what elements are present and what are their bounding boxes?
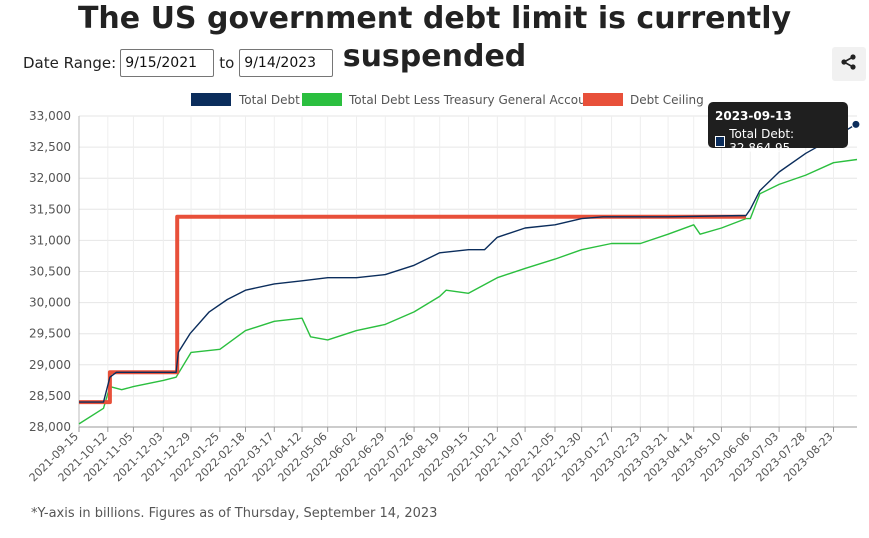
date-range-controls: Date Range: to bbox=[23, 48, 334, 78]
series-line-ceiling bbox=[79, 214, 746, 405]
legend-label-total_debt: Total Debt bbox=[238, 93, 300, 107]
share-button[interactable] bbox=[832, 47, 866, 81]
end-date-input[interactable] bbox=[239, 49, 334, 77]
series-line-less_tga bbox=[78, 158, 858, 425]
y-tick-label: 32,000 bbox=[29, 171, 71, 185]
page-title: The US government debt limit is currentl… bbox=[77, 1, 792, 74]
legend-swatch-ceiling bbox=[583, 93, 623, 106]
legend-label-ceiling: Debt Ceiling bbox=[630, 93, 704, 107]
y-tick-label: 29,000 bbox=[29, 358, 71, 372]
chart-tooltip: 2023-09-13 Total Debt: 32,864.95 bbox=[708, 102, 848, 155]
start-date-input[interactable] bbox=[120, 49, 215, 77]
legend-label-less_tga: Total Debt Less Treasury General Account bbox=[348, 93, 598, 107]
legend-swatch-less_tga bbox=[302, 93, 342, 106]
y-tick-label: 31,500 bbox=[29, 202, 71, 216]
highlight-point bbox=[851, 119, 861, 129]
series-line-total_debt bbox=[79, 123, 857, 403]
y-tick-label: 28,500 bbox=[29, 389, 71, 403]
y-tick-label: 30,000 bbox=[29, 296, 71, 310]
share-icon bbox=[840, 53, 858, 75]
date-range-label: Date Range: bbox=[23, 54, 117, 72]
y-tick-label: 31,000 bbox=[29, 233, 71, 247]
footnote: *Y-axis in billions. Figures as of Thurs… bbox=[31, 506, 438, 521]
y-tick-label: 30,500 bbox=[29, 265, 71, 279]
y-tick-label: 29,500 bbox=[29, 327, 71, 341]
to-label: to bbox=[219, 54, 235, 72]
y-tick-label: 33,000 bbox=[29, 109, 71, 123]
y-tick-label: 28,000 bbox=[29, 420, 71, 434]
y-tick-label: 32,500 bbox=[29, 140, 71, 154]
legend-swatch-total_debt bbox=[191, 93, 231, 106]
tooltip-swatch bbox=[715, 135, 726, 147]
debt-chart: 28,000 28,500 29,000 29,500 30,000 30,500 31,0… bbox=[27, 93, 861, 484]
tooltip-value: Total Debt: 32,864.95 bbox=[729, 127, 795, 155]
tooltip-date: 2023-09-13 bbox=[715, 109, 792, 123]
